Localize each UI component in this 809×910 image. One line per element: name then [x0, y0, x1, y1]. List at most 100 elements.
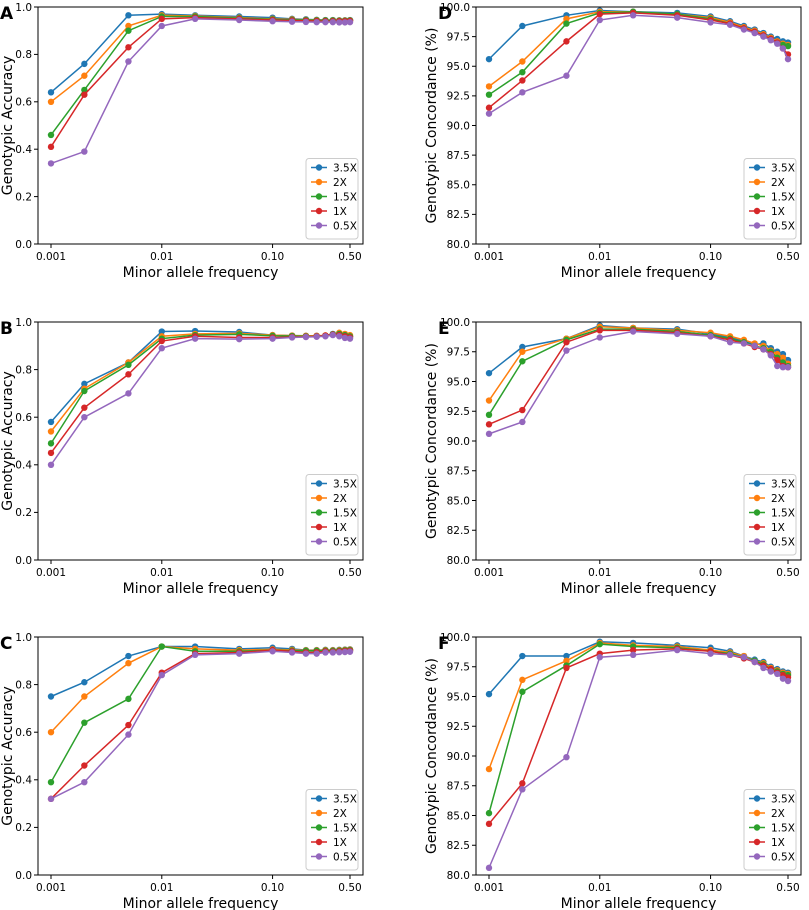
- legend-label: 1X: [333, 837, 347, 849]
- data-point-0.5X: [740, 26, 748, 33]
- data-point-0.5X: [322, 18, 329, 26]
- x-axis-label: Minor allele frequency: [123, 896, 279, 910]
- series-line-2X: [50, 14, 351, 103]
- x-tick-label: 0.10: [699, 567, 722, 579]
- legend-box: [743, 789, 797, 871]
- series-line-0.5X: [50, 18, 351, 165]
- data-point-0.5X: [674, 330, 681, 338]
- legend: 3.5X 2X 1.5X 1X 0.5X: [305, 158, 359, 240]
- y-tick-label: 92.5: [447, 721, 470, 733]
- y-tick-label: 80.0: [447, 870, 470, 882]
- data-point-0.5X: [269, 335, 276, 342]
- data-point-1X: [563, 38, 570, 45]
- data-point-1.5X: [125, 27, 132, 34]
- legend-label: 0.5X: [333, 536, 357, 548]
- data-point-0.5X: [302, 650, 310, 657]
- legend-marker-1.5X: [315, 193, 323, 200]
- data-point-0.5X: [336, 649, 343, 656]
- data-point-1X: [485, 421, 493, 428]
- y-tick-label: 97.5: [447, 347, 470, 359]
- data-point-0.5X: [563, 72, 570, 79]
- data-point-0.5X: [322, 649, 329, 656]
- data-point-1.5X: [47, 131, 55, 139]
- series-line-1.5X: [50, 333, 351, 444]
- data-point-0.5X: [269, 648, 276, 655]
- data-point-0.5X: [336, 333, 343, 340]
- y-tick-label: 97.5: [447, 662, 470, 674]
- data-point-0.5X: [784, 55, 792, 63]
- data-point-1X: [485, 104, 493, 111]
- data-point-0.5X: [341, 19, 349, 26]
- series-line-3.5X: [50, 330, 351, 423]
- y-tick-label: 87.5: [447, 781, 470, 793]
- x-axis-label: Minor allele frequency: [561, 581, 717, 597]
- data-point-0.5X: [485, 430, 493, 438]
- series-group: [485, 322, 792, 438]
- x-tick-label: 0.01: [588, 567, 611, 579]
- data-point-0.5X: [125, 58, 132, 65]
- data-point-0.5X: [336, 19, 343, 26]
- data-point-1X: [519, 406, 526, 414]
- legend: 3.5X 2X 1.5X 1X 0.5X: [305, 789, 359, 871]
- x-tick-label: 0.001: [474, 567, 504, 579]
- data-point-1.5X: [125, 361, 132, 369]
- panel-letter: A: [0, 4, 14, 24]
- legend-label: 0.5X: [771, 536, 795, 548]
- y-axis-label: Genotypic Accuracy: [0, 686, 16, 826]
- legend-marker-1.5X: [315, 509, 323, 516]
- legend-label: 2X: [771, 177, 785, 189]
- panel-letter: F: [438, 634, 450, 654]
- legend-marker-3.5X: [753, 795, 761, 802]
- legend-label: 3.5X: [333, 162, 357, 174]
- x-tick-label: 0.001: [36, 567, 66, 579]
- legend-marker-2X: [315, 494, 323, 502]
- data-point-2X: [81, 72, 88, 79]
- data-point-0.5X: [774, 362, 781, 370]
- data-point-0.5X: [629, 12, 637, 19]
- data-point-0.5X: [47, 795, 55, 803]
- data-point-0.5X: [779, 45, 787, 52]
- legend-marker-0.5X: [753, 853, 761, 860]
- legend-marker-3.5X: [753, 164, 761, 171]
- data-point-2X: [485, 765, 493, 773]
- axes-frame: [37, 6, 364, 245]
- data-point-2X: [81, 693, 88, 700]
- data-point-3.5X: [47, 693, 55, 700]
- series-line-1.5X: [488, 643, 789, 814]
- y-tick-label: 85.0: [447, 180, 470, 192]
- data-point-0.5X: [726, 339, 734, 346]
- legend-marker-1X: [753, 523, 761, 531]
- data-point-1.5X: [519, 68, 526, 76]
- data-point-0.5X: [596, 334, 603, 341]
- data-point-0.5X: [760, 664, 767, 672]
- legend-marker-2X: [315, 809, 323, 817]
- data-point-0.5X: [784, 677, 792, 685]
- legend-box: [305, 158, 359, 240]
- data-point-0.5X: [288, 334, 296, 341]
- x-tick-label: 0.50: [338, 251, 361, 263]
- data-point-0.5X: [519, 89, 526, 96]
- x-tick-label: 0.10: [261, 251, 284, 263]
- y-tick-label: 100.0: [440, 2, 470, 14]
- data-point-0.5X: [674, 14, 681, 21]
- axes-frame: [37, 636, 364, 876]
- y-tick-label: 92.5: [447, 406, 470, 418]
- legend-label: 1.5X: [333, 822, 357, 834]
- data-point-3.5X: [485, 55, 493, 63]
- data-point-0.5X: [519, 786, 526, 793]
- data-point-0.5X: [81, 778, 88, 786]
- data-point-1X: [563, 339, 570, 346]
- data-point-0.5X: [751, 342, 758, 349]
- legend-label: 1.5X: [333, 507, 357, 519]
- data-point-1X: [81, 762, 88, 769]
- data-point-1.5X: [563, 20, 570, 27]
- series-line-0.5X: [488, 649, 789, 869]
- panel-letter: E: [438, 319, 450, 339]
- series-line-2X: [488, 642, 789, 770]
- legend-marker-3.5X: [315, 795, 323, 802]
- y-tick-label: 0.8: [15, 679, 32, 691]
- panel-C: C 0.0 0.2 0.4 0.6 0.8 1.0 0.001 0.01 0.10 0.50 Mino…: [0, 632, 364, 910]
- y-tick-label: 1.0: [15, 2, 32, 14]
- data-point-0.5X: [158, 671, 165, 679]
- legend-marker-2X: [753, 178, 761, 186]
